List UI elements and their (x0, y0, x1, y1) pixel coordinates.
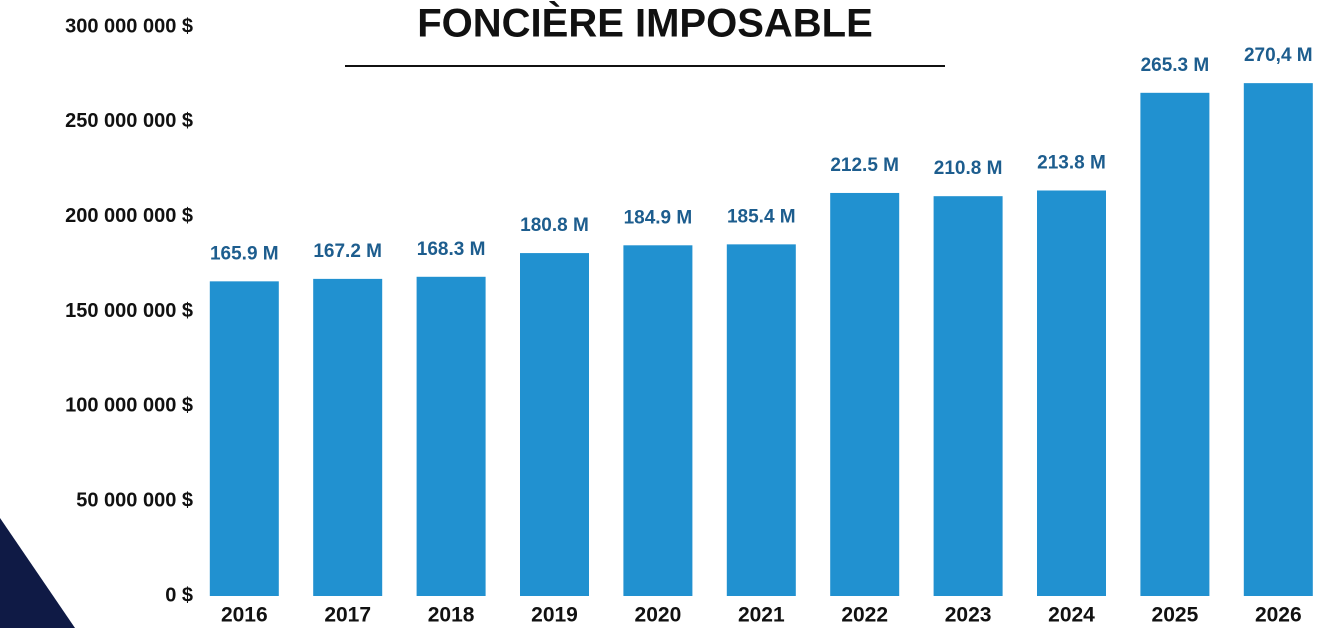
x-tick-label: 2020 (635, 604, 682, 627)
y-tick-label: 200 000 000 $ (65, 205, 193, 227)
x-tick-label: 2023 (945, 604, 992, 627)
bar (623, 245, 693, 596)
bar (1037, 190, 1106, 596)
x-tick-label: 2022 (841, 604, 888, 627)
y-tick-label: 0 $ (165, 584, 193, 606)
chart-title: FONCIÈRE IMPOSABLE (417, 1, 873, 46)
y-tick-label: 300 000 000 $ (65, 15, 193, 37)
bar (416, 276, 486, 596)
y-tick-label: 50 000 000 $ (76, 489, 193, 511)
corner-decoration (0, 518, 75, 628)
x-tick-label: 2024 (1048, 604, 1095, 627)
x-tick-label: 2018 (428, 604, 475, 627)
value-label: 167.2 M (313, 241, 382, 262)
x-tick-label: 2016 (221, 604, 268, 627)
bar (520, 253, 589, 596)
y-tick-label: 250 000 000 $ (65, 110, 193, 132)
x-tick-label: 2025 (1152, 604, 1199, 627)
value-label: 165.9 M (210, 243, 279, 264)
x-tick-label: 2026 (1255, 604, 1302, 627)
x-tick-label: 2019 (531, 604, 578, 627)
value-label: 212.5 M (830, 155, 899, 176)
x-tick-label: 2021 (738, 604, 785, 627)
value-label: 184.9 M (624, 207, 693, 228)
x-tick-label: 2017 (324, 604, 371, 627)
value-label: 265.3 M (1141, 55, 1210, 76)
bar (209, 281, 279, 596)
value-label: 270,4 M (1244, 45, 1313, 66)
value-label: 185.4 M (727, 206, 796, 227)
bar (1243, 83, 1313, 596)
bar (1140, 92, 1210, 596)
value-label: 210.8 M (934, 158, 1003, 179)
bar (313, 278, 383, 596)
bar (933, 196, 1003, 596)
bar (726, 244, 796, 596)
y-tick-label: 150 000 000 $ (65, 300, 193, 322)
value-label: 180.8 M (520, 215, 589, 236)
bar (830, 192, 900, 597)
value-label: 213.8 M (1037, 153, 1106, 174)
y-tick-label: 100 000 000 $ (65, 395, 193, 417)
value-label: 168.3 M (417, 239, 486, 260)
